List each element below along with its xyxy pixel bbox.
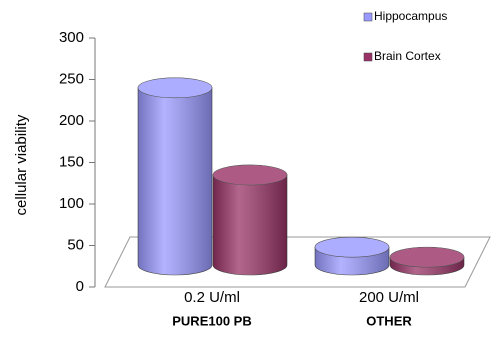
x-sublabel: PURE100 PB (172, 313, 251, 328)
y-tick-label: 200 (59, 112, 84, 129)
y-tick-label: 250 (59, 70, 84, 87)
cylinder-shade (213, 174, 287, 275)
y-tick-label: 0 (76, 278, 84, 295)
legend-label: Hippocampus (374, 9, 447, 23)
y-axis-title: cellular viability (13, 114, 30, 215)
legend-label: Brain Cortex (374, 49, 441, 63)
cylinder-shade (138, 87, 212, 275)
y-tick-label: 50 (67, 236, 84, 253)
x-sublabel: OTHER (366, 313, 412, 328)
y-tick-label: 150 (59, 153, 84, 170)
x-tick-label: 200 U/ml (359, 289, 419, 306)
cylinder-top-light (315, 237, 389, 258)
cylinder-top (314, 236, 390, 258)
x-tick-label: 0.2 U/ml (184, 289, 240, 306)
cylinder-top (389, 246, 465, 268)
legend-swatch (363, 12, 373, 22)
cylinder-top (137, 77, 213, 99)
cylinder-top-light (138, 77, 212, 98)
legend-swatch (363, 52, 373, 62)
y-tick-label: 300 (59, 29, 84, 46)
y-tick-label: 100 (59, 195, 84, 212)
cylinder-top-light (213, 164, 287, 185)
cylinder-top-light (390, 247, 464, 268)
cylinder-top (212, 164, 288, 186)
